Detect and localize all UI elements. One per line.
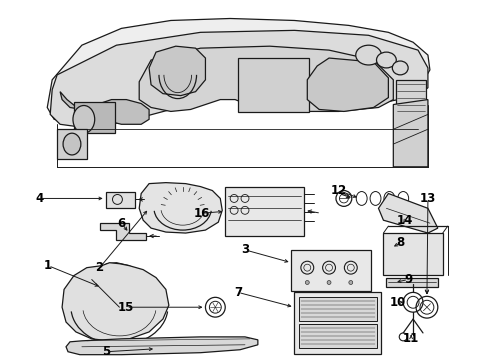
Polygon shape — [387, 278, 438, 287]
Text: 11: 11 — [403, 332, 419, 345]
Polygon shape — [99, 223, 146, 240]
Polygon shape — [393, 100, 428, 167]
Bar — [396, 80, 426, 117]
Ellipse shape — [349, 280, 353, 284]
Bar — [292, 250, 370, 291]
Bar — [384, 233, 443, 275]
Polygon shape — [60, 92, 149, 124]
Text: 5: 5 — [102, 345, 111, 358]
Ellipse shape — [376, 52, 396, 68]
Ellipse shape — [305, 280, 309, 284]
Text: 1: 1 — [44, 259, 52, 272]
Polygon shape — [66, 337, 258, 355]
Ellipse shape — [356, 45, 381, 65]
Text: 16: 16 — [194, 207, 210, 220]
Text: 8: 8 — [396, 237, 404, 249]
Bar — [299, 324, 376, 348]
Ellipse shape — [73, 105, 95, 133]
Bar — [57, 129, 87, 159]
Text: 2: 2 — [96, 261, 104, 274]
Ellipse shape — [63, 133, 81, 155]
Text: 13: 13 — [420, 192, 436, 205]
Polygon shape — [378, 194, 438, 233]
Text: 14: 14 — [397, 214, 414, 227]
Ellipse shape — [327, 280, 331, 284]
Bar — [238, 58, 309, 112]
Polygon shape — [50, 30, 428, 127]
Text: 10: 10 — [390, 296, 406, 309]
Bar — [294, 292, 381, 354]
Text: 6: 6 — [117, 217, 125, 230]
Polygon shape — [62, 263, 169, 341]
Polygon shape — [307, 58, 389, 112]
Polygon shape — [149, 46, 205, 96]
Text: 12: 12 — [331, 184, 347, 197]
Polygon shape — [139, 183, 222, 233]
Bar — [74, 102, 116, 133]
Text: 4: 4 — [35, 192, 44, 205]
Text: 15: 15 — [118, 301, 135, 314]
Text: 9: 9 — [404, 273, 412, 286]
Ellipse shape — [392, 61, 408, 75]
Polygon shape — [101, 263, 141, 319]
Text: 7: 7 — [234, 286, 242, 299]
Polygon shape — [139, 46, 393, 112]
Polygon shape — [47, 18, 430, 121]
Text: 3: 3 — [241, 243, 249, 256]
Bar — [105, 192, 135, 208]
Bar — [225, 186, 304, 236]
Bar — [299, 297, 376, 321]
